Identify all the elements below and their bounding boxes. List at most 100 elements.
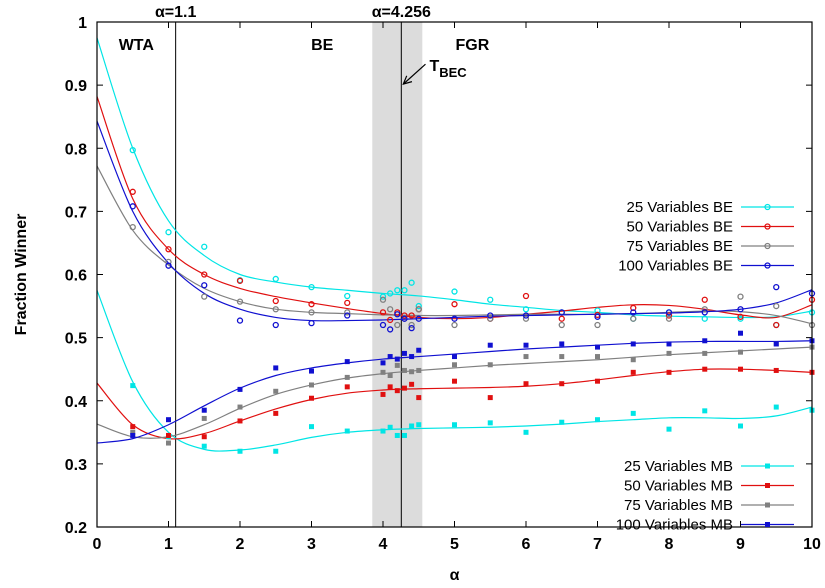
point-50-variables-be bbox=[165, 246, 172, 253]
point-50-variables-mb bbox=[201, 434, 207, 440]
x-tick-label: 1 bbox=[164, 536, 173, 553]
y-tick-label: 0.6 bbox=[65, 268, 87, 285]
point-100-variables-mb bbox=[523, 342, 529, 348]
point-75-variables-mb bbox=[409, 369, 415, 375]
point-50-variables-mb bbox=[452, 378, 457, 384]
point-25-variables-be bbox=[394, 287, 401, 294]
point-25-variables-be bbox=[701, 315, 708, 322]
point-100-variables-be bbox=[701, 309, 708, 316]
point-100-variables-be bbox=[737, 306, 744, 313]
x-tick-label: 2 bbox=[236, 536, 245, 553]
point-25-variables-mb bbox=[630, 410, 636, 416]
fit-curve-100-variables-be bbox=[96, 120, 813, 322]
y-tick-label: 0.2 bbox=[65, 520, 87, 537]
point-75-variables-mb bbox=[309, 382, 314, 388]
shaded-band bbox=[372, 22, 423, 527]
y-tick-label: 0.8 bbox=[65, 141, 87, 158]
y-tick-label: 0.4 bbox=[65, 394, 87, 411]
point-100-variables-be bbox=[522, 312, 530, 319]
point-75-variables-be bbox=[379, 296, 387, 303]
point-75-variables-mb bbox=[738, 349, 743, 355]
tbec-annotation: TBEC bbox=[402, 58, 467, 86]
legend-label-75-variables-mb: 75 Variables MB bbox=[624, 497, 733, 514]
point-75-variables-be bbox=[451, 321, 458, 329]
point-75-variables-be bbox=[344, 309, 351, 316]
point-75-variables-be bbox=[558, 321, 565, 329]
point-100-variables-be bbox=[558, 309, 565, 316]
point-25-variables-mb bbox=[401, 432, 407, 438]
point-75-variables-mb bbox=[394, 362, 400, 368]
point-100-variables-be bbox=[394, 311, 401, 318]
point-50-variables-mb bbox=[130, 424, 136, 430]
x-tick-label: 10 bbox=[803, 536, 821, 553]
shaded-band-layer bbox=[372, 22, 423, 527]
point-25-variables-be bbox=[408, 279, 415, 286]
x-tick-label: 8 bbox=[665, 536, 674, 553]
point-25-variables-be bbox=[272, 275, 279, 283]
point-75-variables-be bbox=[701, 306, 708, 313]
x-tick-label: 0 bbox=[93, 536, 102, 553]
point-75-variables-mb bbox=[380, 369, 386, 375]
point-50-variables-be bbox=[773, 321, 780, 329]
point-75-variables-be bbox=[308, 309, 315, 316]
point-75-variables-mb bbox=[559, 354, 565, 360]
point-25-variables-be bbox=[401, 287, 408, 294]
fit-curve-25-variables-mb bbox=[96, 290, 813, 452]
point-75-variables-mb bbox=[166, 440, 171, 446]
fit-curve-25-variables-be bbox=[96, 37, 813, 319]
point-75-variables-be bbox=[522, 315, 530, 322]
legend-marker-75-variables-mb bbox=[765, 502, 770, 508]
tbec-arrow-line bbox=[402, 63, 426, 85]
point-100-variables-mb bbox=[409, 354, 415, 360]
x-axis-title: α bbox=[450, 567, 460, 584]
point-100-variables-mb bbox=[487, 342, 493, 348]
point-100-variables-mb bbox=[702, 338, 708, 344]
point-100-variables-be bbox=[594, 313, 601, 320]
point-75-variables-be bbox=[236, 298, 244, 305]
legend-label-25-variables-be: 25 Variables BE bbox=[627, 199, 733, 216]
point-75-variables-mb bbox=[595, 354, 600, 360]
point-25-variables-mb bbox=[394, 432, 400, 438]
point-50-variables-be bbox=[701, 296, 708, 303]
point-50-variables-mb bbox=[666, 369, 672, 375]
vline-label-1: α=4.256 bbox=[372, 4, 431, 21]
point-50-variables-mb bbox=[394, 388, 400, 394]
point-50-variables-mb bbox=[401, 385, 407, 391]
legend-label-100-variables-be: 100 Variables BE bbox=[618, 258, 733, 275]
point-100-variables-be bbox=[201, 282, 208, 289]
point-50-variables-mb bbox=[387, 384, 393, 390]
point-25-variables-mb bbox=[559, 419, 565, 425]
point-100-variables-mb bbox=[387, 354, 393, 360]
point-75-variables-be bbox=[594, 321, 601, 329]
point-75-variables-mb bbox=[130, 429, 136, 435]
fit-curve-100-variables-mb bbox=[96, 340, 813, 444]
point-100-variables-mb bbox=[237, 386, 243, 392]
point-25-variables-be bbox=[165, 229, 172, 236]
point-25-variables-mb bbox=[452, 422, 457, 428]
fit-curve-50-variables-mb bbox=[96, 368, 813, 440]
point-75-variables-be bbox=[773, 302, 780, 310]
region-label-wta: WTA bbox=[119, 37, 155, 54]
x-tick-label: 6 bbox=[522, 536, 531, 553]
region-label-be: BE bbox=[311, 37, 334, 54]
labels-layer: α=1.1 α=4.256 WTA BE FGR TBEC bbox=[119, 4, 490, 86]
legend-label-50-variables-mb: 50 Variables MB bbox=[624, 478, 733, 495]
point-100-variables-be bbox=[165, 262, 172, 269]
point-75-variables-mb bbox=[237, 404, 243, 410]
data-points-layer bbox=[129, 146, 816, 454]
point-100-variables-mb bbox=[401, 350, 407, 356]
point-50-variables-be bbox=[344, 299, 351, 307]
point-25-variables-mb bbox=[130, 383, 136, 389]
point-100-variables-be bbox=[408, 325, 415, 332]
point-100-variables-mb bbox=[380, 360, 386, 366]
point-100-variables-mb bbox=[666, 341, 672, 347]
point-25-variables-be bbox=[129, 146, 136, 154]
point-75-variables-be bbox=[665, 315, 673, 322]
point-25-variables-mb bbox=[595, 417, 600, 423]
point-75-variables-be bbox=[129, 224, 136, 231]
point-100-variables-be bbox=[665, 309, 673, 316]
point-25-variables-be bbox=[487, 296, 494, 303]
point-100-variables-be bbox=[236, 317, 244, 324]
point-100-variables-be bbox=[630, 309, 637, 316]
point-100-variables-be bbox=[487, 312, 494, 319]
